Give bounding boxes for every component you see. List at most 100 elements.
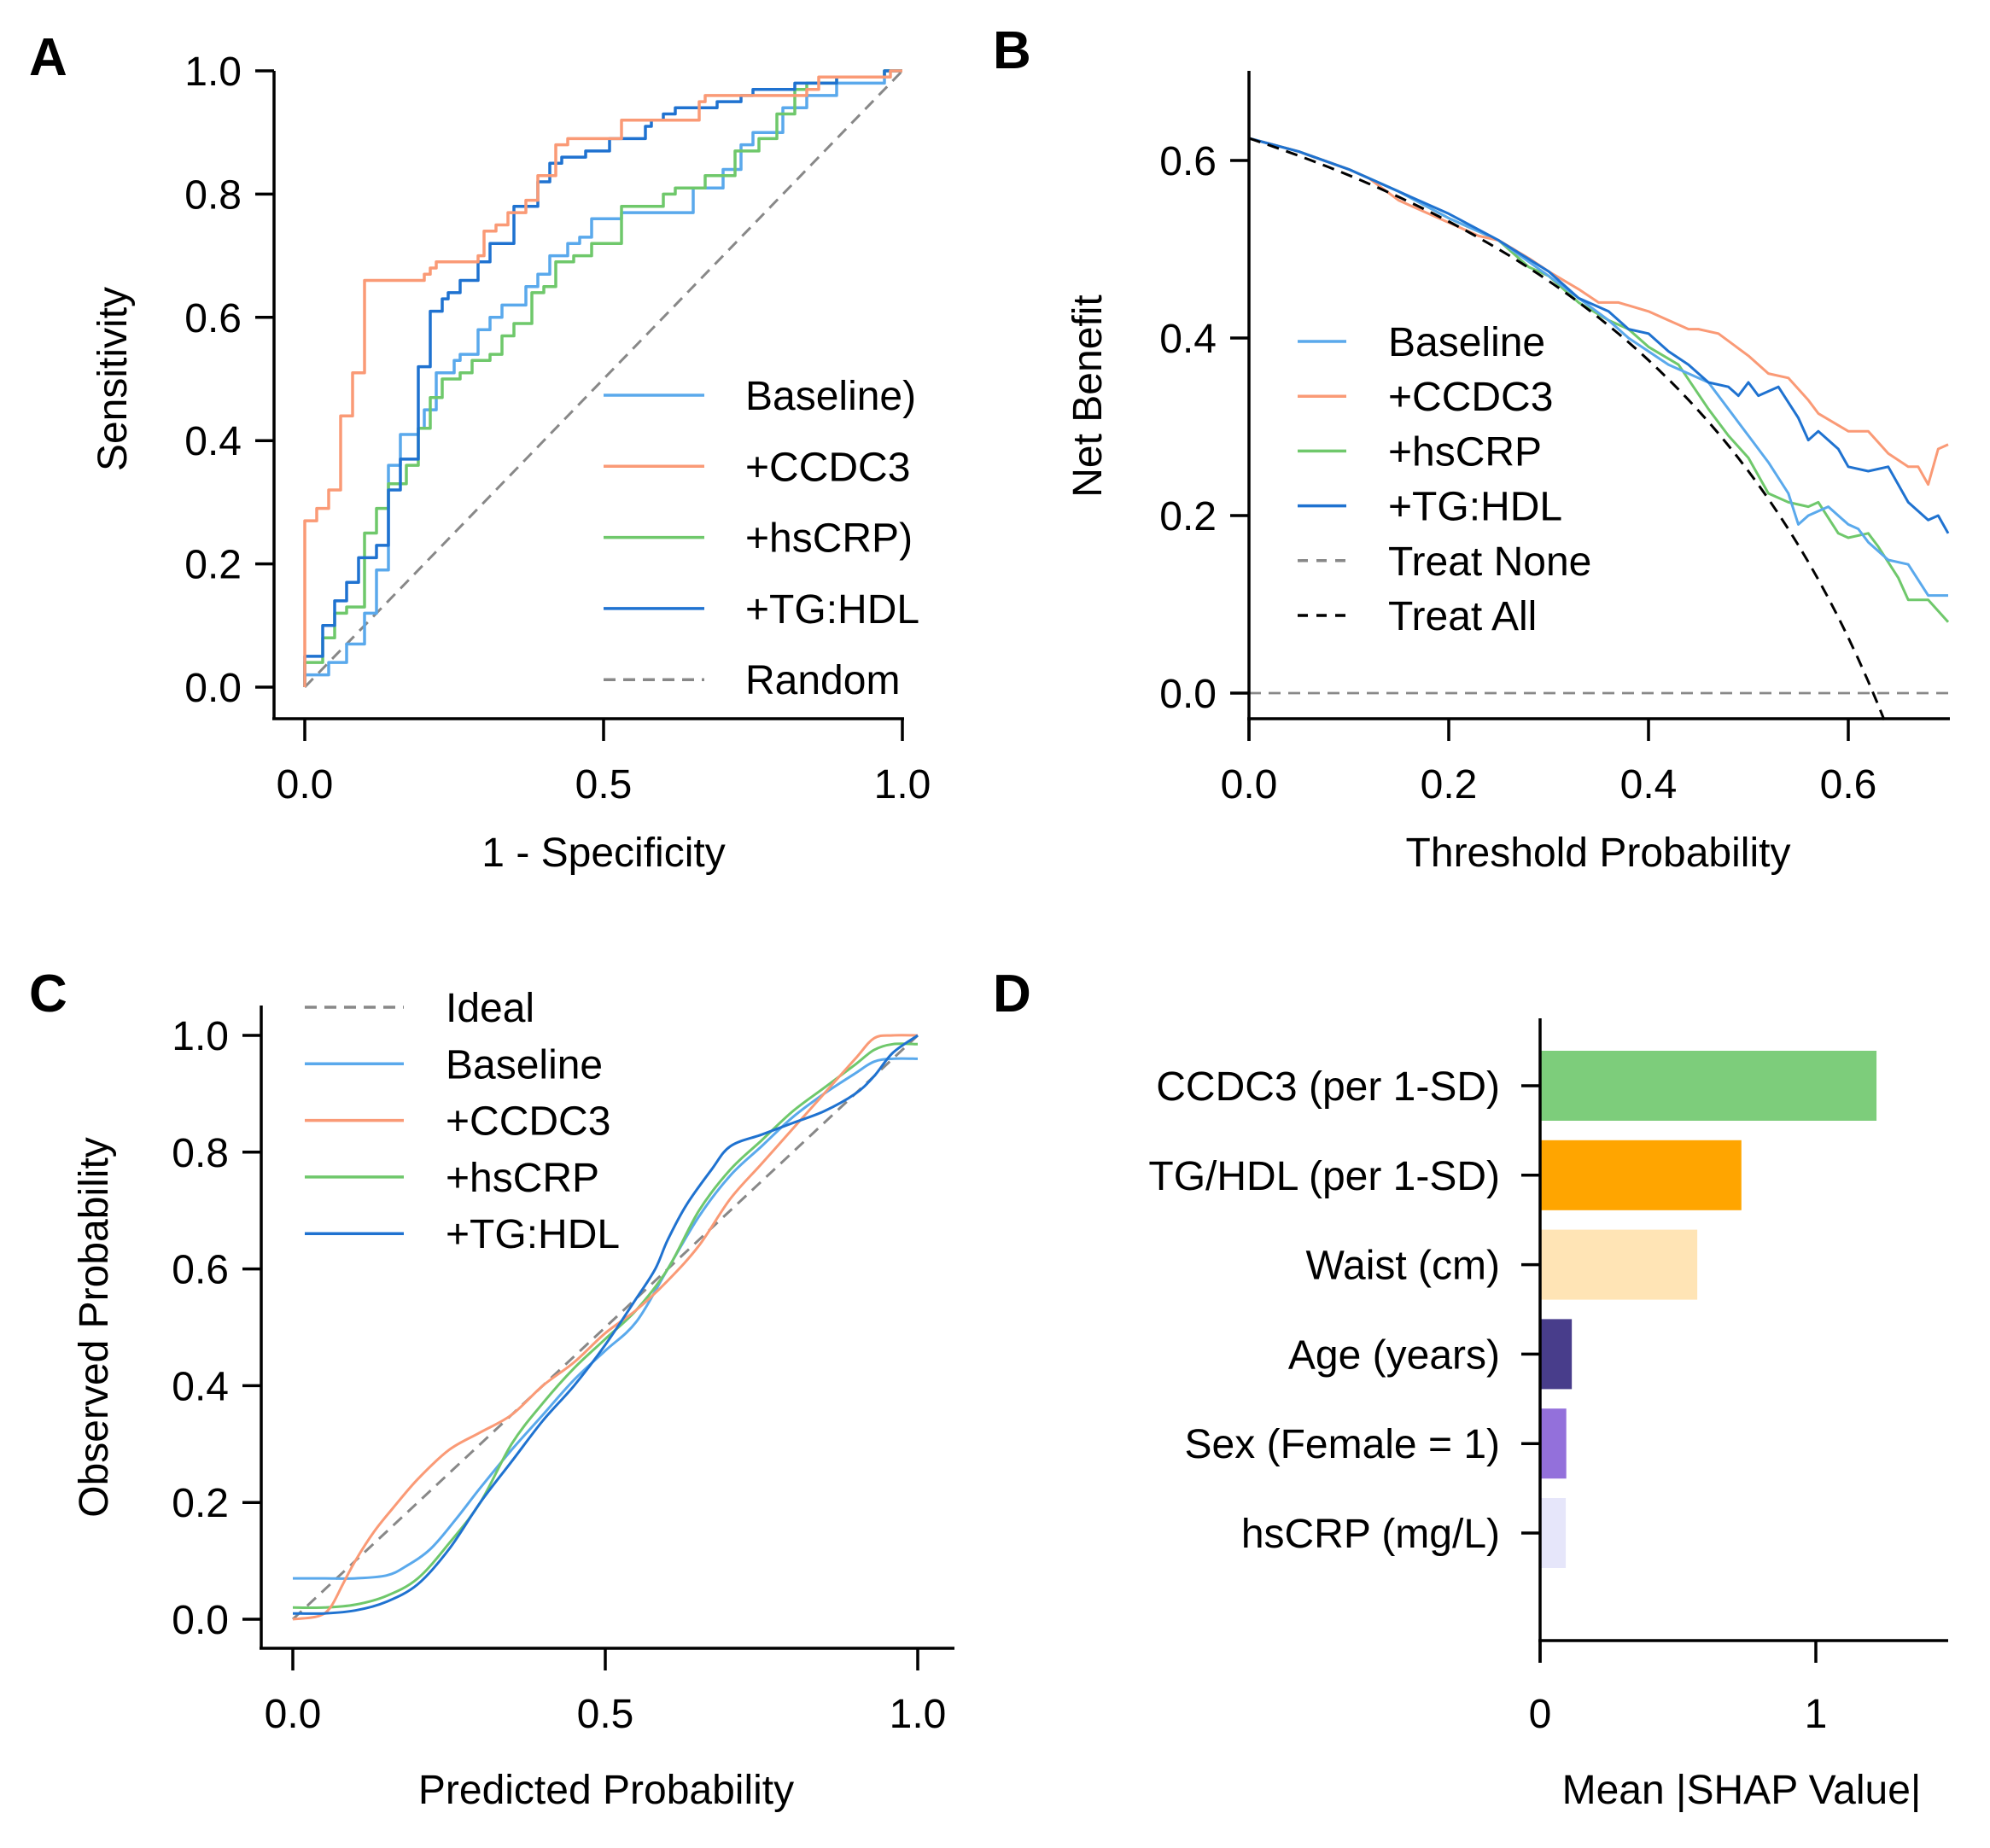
roc-y-axis-label: Sensitivity: [90, 287, 136, 471]
roc-x-axis-label: 1 - Specificity: [481, 831, 725, 876]
roc-legend: Baseline) +CCDC3 +hsCRP) +TG:HDL Random: [604, 374, 919, 703]
dca-line-hscrp: [1248, 137, 1950, 623]
shap-x-axis-label: Mean |SHAP Value|: [1562, 1768, 1922, 1813]
shap-category-label: hsCRP (mg/L): [1241, 1512, 1500, 1557]
dca-x-tick-label: 0.2: [1421, 762, 1478, 807]
calibration-ticks: 0.0 0.2 0.4 0.6 0.8 1.0 0.0 0.5 1.0: [172, 1014, 946, 1737]
dca-legend-label: +TG:HDL: [1388, 485, 1562, 530]
calibration-panel: 0.0 0.2 0.4 0.6 0.8 1.0 0.0 0.5 1.0 Predicted Pr…: [72, 986, 954, 1813]
calibration-y-tick-label: 0.4: [172, 1364, 229, 1409]
dca-line-tg-hdl: [1248, 137, 1950, 534]
shap-bar-rect: [1541, 1319, 1573, 1390]
calibration-y-tick-label: 0.6: [172, 1248, 229, 1293]
roc-y-tick-label: 0.8: [184, 172, 242, 218]
calibration-legend-label: +CCDC3: [446, 1099, 610, 1145]
calibration-y-tick-label: 0.2: [172, 1481, 229, 1526]
dca-legend-item-treat-none: Treat None: [1298, 539, 1591, 585]
dca-legend-label: Treat None: [1388, 539, 1591, 585]
roc-x-tick-label: 1.0: [874, 762, 931, 807]
dca-y-axis-label: Net Benefit: [1065, 294, 1111, 497]
calibration-legend-item-tg-hdl: +TG:HDL: [305, 1212, 620, 1257]
roc-y-tick-label: 0.4: [184, 419, 242, 464]
roc-legend-item-tg-hdl: +TG:HDL: [604, 587, 919, 633]
dca-ticks: 0.0 0.2 0.4 0.6 0.0 0.2 0.4 0.6: [1159, 139, 1876, 807]
calibration-x-axis-label: Predicted Probability: [418, 1768, 794, 1813]
calibration-line-ccdc3: [292, 1034, 919, 1621]
roc-line-ccdc3: [303, 69, 902, 687]
shap-bars: [1541, 1051, 1877, 1568]
roc-line-random: [303, 69, 904, 689]
dca-legend-item-baseline: Baseline: [1298, 320, 1545, 365]
shap-category-label: Sex (Female = 1): [1185, 1422, 1500, 1467]
shap-bar-age-years: [1541, 1319, 1573, 1390]
calibration-legend-item-ccdc3: +CCDC3: [305, 1099, 610, 1145]
shap-category-label: TG/HDL (per 1-SD): [1148, 1154, 1500, 1199]
shap-bar-ccdc3-per-1-sd: [1541, 1051, 1877, 1121]
roc-legend-item-random: Random: [604, 658, 900, 703]
shap-x-tick-label: 0: [1529, 1692, 1552, 1737]
dca-legend-item-ccdc3: +CCDC3: [1298, 375, 1553, 420]
panel-letter-a: A: [29, 28, 67, 87]
roc-plot-area: [303, 69, 904, 689]
shap-bar-rect: [1541, 1229, 1698, 1300]
roc-legend-label: +CCDC3: [745, 445, 910, 490]
calibration-y-tick-label: 1.0: [172, 1014, 229, 1059]
calibration-x-tick-label: 0.0: [265, 1692, 322, 1737]
roc-legend-label: +TG:HDL: [745, 587, 919, 633]
dca-y-tick-label: 0.2: [1159, 494, 1217, 539]
dca-legend-item-hscrp: +hsCRP: [1298, 429, 1542, 475]
calibration-x-tick-label: 1.0: [890, 1692, 947, 1737]
dca-legend: Baseline +CCDC3 +hsCRP +TG:HDL Treat None Tre…: [1298, 320, 1591, 639]
dca-line-treat-all: [1248, 137, 1886, 720]
shap-bar-waist-cm: [1541, 1229, 1698, 1300]
calibration-line-baseline: [292, 1057, 919, 1580]
calibration-legend-item-baseline: Baseline: [305, 1042, 603, 1087]
calibration-legend: Ideal Baseline +CCDC3 +hsCRP +TG:HDL: [305, 986, 620, 1257]
shap-bar-rect: [1541, 1408, 1567, 1479]
shap-panel: CCDC3 (per 1-SD) TG/HDL (per 1-SD) Waist (…: [1148, 1018, 1948, 1813]
dca-y-tick-label: 0.4: [1159, 317, 1217, 362]
dca-legend-label: +hsCRP: [1388, 429, 1542, 475]
calibration-legend-item-ideal: Ideal: [305, 986, 534, 1031]
calibration-legend-label: +TG:HDL: [446, 1212, 620, 1257]
roc-y-tick-label: 0.0: [184, 666, 242, 711]
roc-legend-item-baseline: Baseline): [604, 374, 916, 419]
shap-bar-sex-female-1: [1541, 1408, 1567, 1479]
calibration-y-tick-label: 0.8: [172, 1131, 229, 1176]
dca-y-tick-label: 0.6: [1159, 139, 1217, 184]
panel-letter-b: B: [993, 21, 1031, 80]
decision-curve-panel: 0.0 0.2 0.4 0.6 0.0 0.2 0.4 0.6 Threshold Proba…: [1065, 71, 1950, 876]
roc-legend-label: +hsCRP): [745, 516, 913, 562]
dca-plot-area: [1248, 137, 1950, 720]
shap-bar-rect: [1541, 1051, 1877, 1121]
shap-category-label: CCDC3 (per 1-SD): [1156, 1064, 1500, 1110]
calibration-y-axis-label: Observed Probability: [72, 1137, 117, 1518]
dca-legend-label: Baseline: [1388, 320, 1545, 365]
roc-y-tick-label: 1.0: [184, 50, 242, 95]
dca-line-baseline: [1248, 137, 1948, 598]
roc-legend-label: Baseline): [745, 374, 916, 419]
shap-x-tick-label: 1: [1805, 1692, 1828, 1737]
calibration-legend-item-hscrp: +hsCRP: [305, 1156, 599, 1201]
dca-y-tick-label: 0.0: [1159, 672, 1217, 717]
calibration-x-tick-label: 0.5: [577, 1692, 634, 1737]
calibration-line-tg-hdl: [292, 1034, 919, 1615]
calibration-legend-label: Ideal: [446, 986, 534, 1031]
dca-x-axis-label: Threshold Probability: [1406, 831, 1791, 876]
roc-line-tg-hdl: [303, 69, 902, 687]
dca-x-tick-label: 0.6: [1820, 762, 1877, 807]
roc-line-baseline: [303, 69, 902, 687]
dca-legend-label: +CCDC3: [1388, 375, 1553, 420]
roc-x-tick-label: 0.0: [277, 762, 334, 807]
roc-line-hscrp: [303, 69, 902, 687]
roc-x-tick-label: 0.5: [575, 762, 633, 807]
roc-legend-label: Random: [745, 658, 900, 703]
roc-ticks: 0.0 0.2 0.4 0.6 0.8 1.0 0.0 0.5 1.0: [184, 50, 931, 807]
calibration-legend-label: +hsCRP: [446, 1156, 599, 1201]
calibration-line-ideal: [291, 1034, 919, 1621]
roc-y-tick-label: 0.2: [184, 543, 242, 588]
calibration-plot-area: [291, 1034, 919, 1621]
panel-letter-d: D: [993, 965, 1031, 1023]
panel-letter-c: C: [29, 965, 67, 1023]
